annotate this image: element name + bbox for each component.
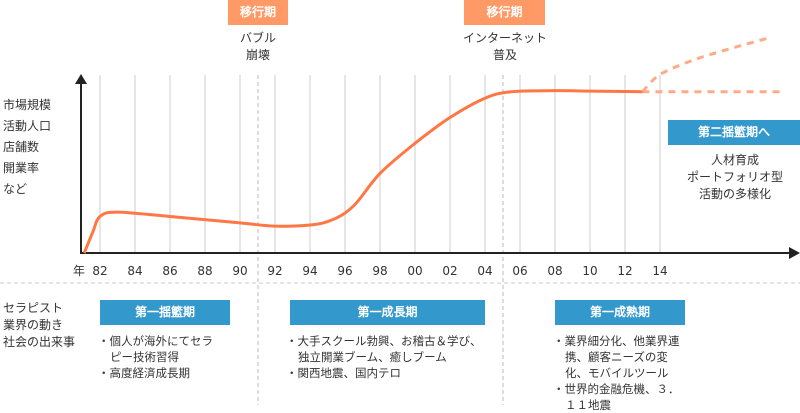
x-tick-label: 84 (127, 264, 142, 278)
phase-3-events: 業界細分化、他業界連携、顧客ニーズの変化、モバイルツール 世界的金融危機、３．１… (553, 333, 688, 413)
bottom-label-line: 社会の出来事 (3, 335, 76, 349)
x-tick-label: 92 (267, 264, 282, 278)
event-internet: インターネット 普及 (445, 30, 565, 64)
event-item: 高度経済成長期 (98, 365, 218, 381)
future-phase-badge: 第二揺籃期へ (668, 120, 800, 145)
event-line: 崩壊 (245, 48, 270, 62)
x-tick-label: 90 (232, 264, 247, 278)
transition-badge-1: 移行期 (228, 0, 288, 25)
y-label-line: 活動人口 (3, 119, 52, 133)
y-label-line: 市場規模 (3, 98, 52, 112)
y-axis-label: 市場規模 活動人口 店舗数 開業率 など (3, 95, 51, 200)
event-item: 業界細分化、他業界連携、顧客ニーズの変化、モバイルツール (553, 333, 688, 381)
y-label-line: 店舗数 (3, 140, 40, 154)
event-bubble-collapse: バブル 崩壊 (218, 30, 298, 64)
bottom-label-line: セラピスト (3, 301, 64, 315)
bottom-label-line: 業界の動き (3, 318, 64, 332)
x-tick-label: 82 (92, 264, 107, 278)
x-tick-label: 04 (477, 264, 492, 278)
x-tick-label: 00 (407, 264, 422, 278)
x-tick-label: 12 (617, 264, 632, 278)
event-item: 関西地震、国内テロ (286, 365, 491, 381)
phase-2-events: 大手スクール勃興、お稽古＆学び、独立開業ブーム、癒しブーム 関西地震、国内テロ (286, 333, 491, 381)
event-line: バブル (239, 31, 276, 45)
bottom-row-label: セラピスト 業界の動き 社会の出来事 (3, 300, 75, 351)
x-tick-label: 06 (512, 264, 527, 278)
x-tick-label: 94 (302, 264, 317, 278)
series-projection-growth (641, 36, 769, 93)
future-line: 活動の多様化 (698, 187, 771, 201)
event-item: 個人が海外にてセラピー技術習得 (98, 333, 218, 365)
x-axis-arrow-icon (789, 247, 800, 259)
x-tick-label: 88 (197, 264, 212, 278)
x-tick-label: 10 (582, 264, 597, 278)
x-tick-label: 14 (652, 264, 667, 278)
phase-badge-3: 第一成熟期 (555, 300, 685, 325)
x-tick-label: 08 (547, 264, 562, 278)
x-axis-unit: 年 (73, 264, 85, 278)
event-line: インターネット (462, 31, 547, 45)
x-tick-label: 02 (442, 264, 457, 278)
x-tick-label: 98 (372, 264, 387, 278)
x-tick-label: 86 (162, 264, 177, 278)
event-item: 大手スクール勃興、お稽古＆学び、独立開業ブーム、癒しブーム (286, 333, 491, 365)
phase-badge-1: 第一揺籃期 (100, 300, 230, 325)
transition-badge-2: 移行期 (464, 0, 545, 25)
y-axis-arrow-icon (75, 74, 87, 84)
y-label-line: 開業率 (3, 161, 40, 175)
future-description: 人材育成 ポートフォリオ型 活動の多様化 (660, 152, 800, 203)
series-actual (82, 89, 643, 254)
event-line: 普及 (492, 48, 517, 62)
event-item: 世界的金融危機、３．１１地震 (553, 381, 688, 413)
future-line: ポートフォリオ型 (686, 170, 783, 184)
x-tick-label: 96 (337, 264, 352, 278)
y-label-line: など (3, 182, 28, 196)
phase-1-events: 個人が海外にてセラピー技術習得 高度経済成長期 (98, 333, 218, 381)
phase-badge-2: 第一成長期 (290, 300, 485, 325)
future-line: 人材育成 (710, 153, 759, 167)
